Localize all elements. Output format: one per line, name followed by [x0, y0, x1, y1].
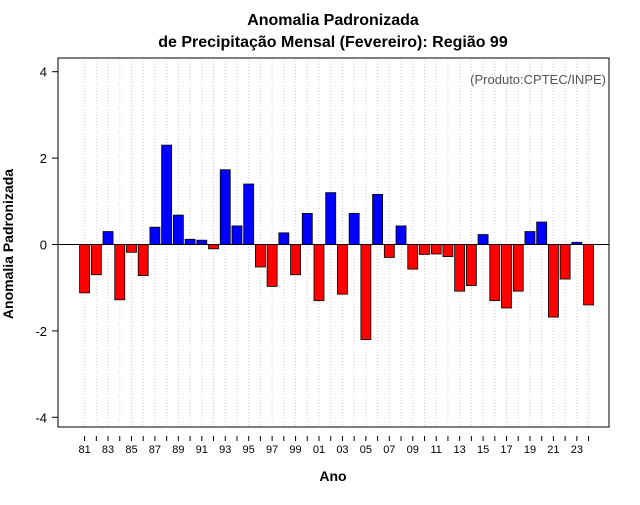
bar-81: [79, 244, 90, 294]
bar-07: [383, 244, 395, 258]
x-axis: 81 83 85 87 89 91 93 95 97 99 01 03 05 07 09 11 13 15 17 19…: [78, 436, 590, 456]
bar-15: [477, 234, 489, 245]
x-tick-label: 19: [524, 444, 536, 456]
bar-11: [430, 244, 442, 255]
bar-94: [231, 225, 243, 245]
bar-21: [548, 244, 559, 318]
bar-23: [571, 241, 583, 245]
bar-03: [337, 244, 348, 295]
x-tick-label: 99: [289, 444, 301, 456]
x-tick-label: 21: [547, 444, 559, 456]
bar-95: [243, 183, 255, 245]
bar-12: [442, 244, 454, 258]
x-tick-label: 91: [196, 444, 208, 456]
bar-24: [583, 244, 594, 306]
bar-96: [254, 244, 266, 268]
bar-09: [407, 244, 419, 270]
x-tick-label: 13: [454, 444, 466, 456]
x-tick-label: 87: [149, 444, 161, 456]
x-tick-label: 17: [500, 444, 512, 456]
x-tick-label: 11: [430, 444, 441, 456]
x-tick-label: 89: [172, 444, 184, 456]
x-tick-label: 01: [313, 444, 325, 456]
y-tick-label: 0: [40, 238, 47, 253]
y-axis: -4 -2 0 2 4: [35, 65, 58, 425]
bar-82: [90, 244, 102, 276]
bar-10: [419, 244, 430, 255]
bar-08: [395, 225, 407, 245]
x-tick-label: 05: [360, 444, 372, 456]
x-tick-label: 09: [407, 444, 419, 456]
x-tick-label: 95: [243, 444, 255, 456]
plot-frame: [57, 57, 610, 428]
y-axis-label: Anomalia Padronizada: [0, 169, 16, 319]
y-tick-label: 2: [40, 151, 47, 166]
x-tick-label: 15: [477, 444, 489, 456]
bar-17: [501, 244, 512, 309]
bars: [79, 144, 594, 340]
bar-18: [512, 244, 524, 292]
chart-subtitle: de Precipitação Mensal (Fevereiro): Regi…: [158, 34, 508, 51]
x-tick-label: 97: [266, 444, 278, 456]
x-tick-label: 23: [571, 444, 583, 456]
y-tick-label: -4: [35, 410, 47, 425]
bar-19: [524, 231, 536, 245]
bar-91: [196, 239, 208, 245]
bar-97: [266, 244, 278, 287]
chart-title: Anomalia Padronizada: [247, 12, 419, 29]
x-tick-label: 07: [383, 444, 395, 456]
bar-89: [172, 214, 184, 245]
bar-06: [372, 193, 384, 245]
bar-04: [348, 212, 360, 245]
bar-22: [559, 244, 571, 280]
bar-14: [465, 244, 477, 286]
bar-90: [184, 238, 196, 245]
chart-annotation: (Produto:CPTEC/INPE): [470, 72, 606, 87]
bar-98: [278, 232, 290, 245]
x-tick-label: 81: [78, 444, 90, 456]
bar-02: [325, 192, 337, 245]
bar-83: [102, 231, 114, 245]
bar-16: [489, 244, 501, 302]
bar-92: [208, 244, 219, 250]
x-tick-label: 83: [102, 444, 114, 456]
y-tick-label: -2: [35, 324, 47, 339]
bar-88: [161, 144, 173, 245]
x-tick-label: 03: [336, 444, 348, 456]
bar-85: [126, 244, 137, 253]
bar-05: [360, 244, 372, 340]
bar-86: [137, 244, 149, 277]
x-axis-label: Ano: [319, 468, 346, 484]
bar-99: [290, 244, 301, 276]
bar-87: [149, 226, 161, 245]
bar-84: [114, 244, 126, 301]
y-tick-label: 4: [40, 65, 47, 80]
bar-20: [536, 221, 548, 245]
x-tick-label: 85: [125, 444, 137, 456]
bar-13: [454, 244, 466, 292]
bar-01: [313, 244, 325, 302]
bar-00: [301, 212, 313, 245]
bar-93: [219, 169, 231, 245]
x-tick-label: 93: [219, 444, 231, 456]
